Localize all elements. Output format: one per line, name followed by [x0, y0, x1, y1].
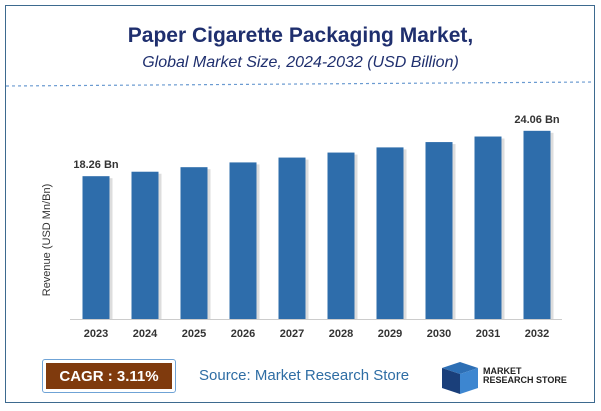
bar-2025: [180, 167, 208, 319]
bar-2024: [131, 171, 159, 319]
chart-title: Paper Cigarette Packaging Market,: [127, 24, 474, 47]
chart-frame: [5, 5, 595, 403]
cagr-badge: CAGR : 3.11%: [42, 359, 176, 393]
x-tick-label: 2026: [231, 328, 255, 340]
x-tick-label: 2031: [476, 328, 500, 340]
bar-2026: [229, 162, 257, 319]
bar-2029: [376, 147, 404, 319]
source-text: Source: Market Research Store: [199, 367, 410, 384]
x-tick-label: 2032: [525, 328, 549, 340]
data-label: 18.26 Bn: [73, 159, 119, 171]
x-tick-label: 2023: [84, 328, 108, 340]
x-tick-label: 2028: [329, 328, 353, 340]
market-research-store-logo: [442, 362, 478, 394]
data-label: 24.06 Bn: [514, 114, 560, 126]
bar-2030: [425, 142, 453, 319]
x-tick-label: 2030: [427, 328, 451, 340]
bar-2028: [327, 152, 355, 319]
x-tick-label: 2024: [133, 328, 158, 340]
logo-text-line-2: RESEARCH STORE: [483, 375, 567, 385]
x-tick-label: 2029: [378, 328, 402, 340]
y-axis-label: Revenue (USD Mn/Bn): [41, 184, 53, 297]
cagr-text: CAGR : 3.11%: [46, 363, 172, 389]
x-tick-label: 2027: [280, 328, 304, 340]
x-tick-label: 2025: [182, 328, 206, 340]
divider-line: [5, 81, 595, 87]
logo-text-line-1: MARKET: [483, 366, 522, 376]
bar-2031: [474, 136, 502, 319]
bar-2032: [523, 130, 551, 319]
chart-subtitle: Global Market Size, 2024-2032 (USD Billi…: [142, 54, 459, 71]
logo-text: MARKET RESEARCH STORE: [483, 367, 567, 385]
bar-2023: [82, 176, 110, 319]
bar-2027: [278, 157, 306, 319]
